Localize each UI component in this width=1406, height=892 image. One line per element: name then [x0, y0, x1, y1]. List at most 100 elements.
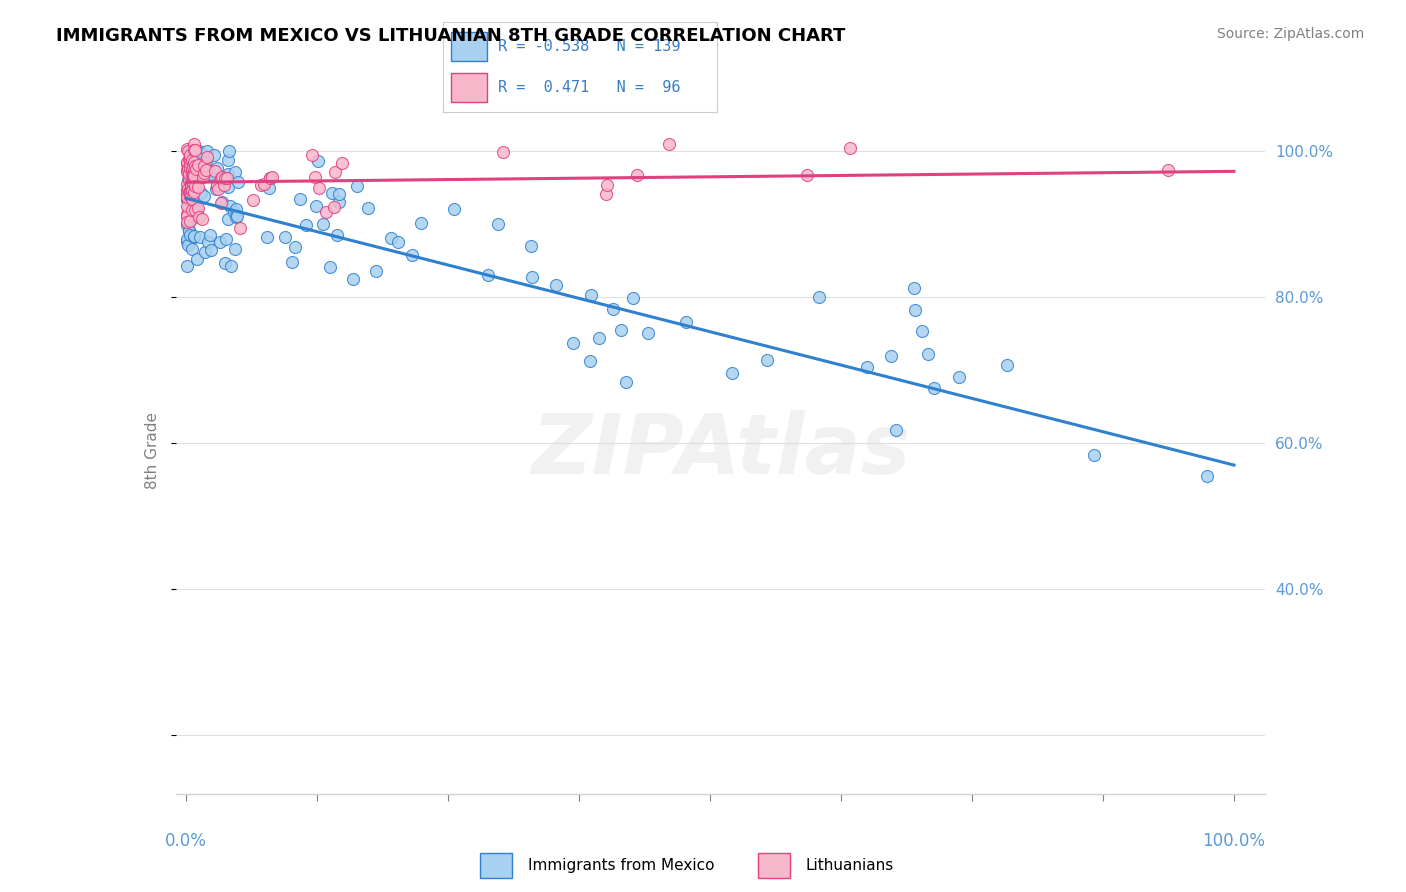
- Point: [204, 182, 226, 196]
- Point: [176, 235, 198, 249]
- Point: [190, 170, 212, 185]
- Point: [186, 202, 208, 217]
- Point: [253, 177, 276, 191]
- Point: [357, 201, 380, 215]
- Point: [181, 183, 204, 197]
- Point: [880, 349, 903, 363]
- Point: [181, 168, 204, 182]
- Point: [401, 248, 423, 262]
- Point: [180, 178, 202, 192]
- FancyBboxPatch shape: [479, 853, 512, 878]
- Point: [579, 354, 602, 368]
- Point: [229, 221, 252, 235]
- Point: [188, 144, 211, 158]
- Point: [184, 203, 207, 218]
- Point: [614, 375, 637, 389]
- Point: [177, 161, 200, 175]
- Point: [177, 238, 200, 252]
- Point: [176, 164, 198, 178]
- FancyBboxPatch shape: [451, 73, 486, 102]
- Point: [176, 177, 198, 191]
- Point: [217, 180, 239, 194]
- Point: [190, 146, 212, 161]
- Point: [180, 189, 202, 203]
- Point: [191, 161, 214, 176]
- Point: [205, 178, 228, 192]
- Y-axis label: 8th Grade: 8th Grade: [145, 412, 160, 489]
- Point: [219, 259, 242, 273]
- Point: [176, 188, 198, 202]
- Point: [224, 164, 246, 178]
- Point: [208, 235, 231, 249]
- Point: [177, 215, 200, 229]
- Point: [179, 214, 201, 228]
- Point: [176, 142, 198, 156]
- Point: [176, 189, 198, 203]
- Point: [326, 227, 349, 242]
- Point: [281, 255, 304, 269]
- Point: [183, 169, 205, 184]
- Point: [179, 185, 201, 199]
- Point: [214, 171, 236, 186]
- Point: [179, 155, 201, 169]
- Point: [177, 223, 200, 237]
- Point: [904, 302, 927, 317]
- Point: [195, 154, 218, 169]
- Point: [176, 199, 198, 213]
- Point: [328, 187, 350, 202]
- Point: [180, 144, 202, 158]
- Point: [623, 291, 645, 305]
- Point: [179, 189, 201, 203]
- Point: [562, 336, 585, 351]
- Point: [911, 324, 934, 338]
- Point: [191, 169, 214, 184]
- Text: R = -0.538   N = 139: R = -0.538 N = 139: [498, 39, 681, 54]
- Point: [215, 171, 238, 186]
- Point: [180, 182, 202, 196]
- Point: [596, 178, 619, 192]
- Text: 100.0%: 100.0%: [1202, 831, 1265, 850]
- Point: [903, 280, 925, 294]
- Point: [304, 199, 326, 213]
- Point: [321, 186, 343, 200]
- Point: [179, 173, 201, 187]
- Point: [187, 202, 209, 216]
- Point: [177, 165, 200, 179]
- Point: [295, 218, 318, 232]
- Point: [195, 150, 218, 164]
- Point: [721, 366, 744, 380]
- Point: [342, 272, 364, 286]
- Point: [183, 143, 205, 157]
- Point: [183, 230, 205, 244]
- Point: [176, 231, 198, 245]
- Point: [176, 172, 198, 186]
- Point: [226, 175, 249, 189]
- Point: [179, 161, 201, 175]
- Point: [1083, 448, 1105, 462]
- Point: [595, 187, 617, 202]
- Point: [183, 229, 205, 244]
- Point: [176, 218, 198, 232]
- FancyBboxPatch shape: [451, 32, 486, 61]
- Point: [211, 170, 233, 185]
- Point: [176, 207, 198, 221]
- Point: [193, 189, 215, 203]
- Point: [179, 167, 201, 181]
- Point: [183, 209, 205, 223]
- Point: [884, 423, 907, 437]
- Point: [176, 193, 198, 207]
- Point: [184, 159, 207, 173]
- Point: [194, 244, 217, 259]
- Point: [181, 167, 204, 181]
- Point: [176, 210, 198, 224]
- Text: IMMIGRANTS FROM MEXICO VS LITHUANIAN 8TH GRADE CORRELATION CHART: IMMIGRANTS FROM MEXICO VS LITHUANIAN 8TH…: [56, 27, 845, 45]
- Point: [183, 169, 205, 183]
- Point: [856, 359, 879, 374]
- Point: [1195, 469, 1218, 483]
- Point: [177, 162, 200, 177]
- Point: [176, 259, 198, 273]
- Point: [256, 230, 278, 244]
- Point: [197, 235, 219, 250]
- Point: [796, 168, 818, 182]
- Text: Lithuanians: Lithuanians: [806, 858, 894, 872]
